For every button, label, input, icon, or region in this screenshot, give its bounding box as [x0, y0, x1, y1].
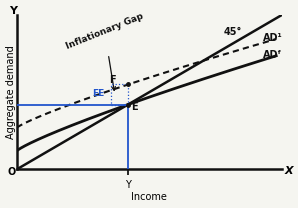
Y-axis label: Aggregate demand: Aggregate demand: [6, 45, 15, 139]
Text: AD¹: AD¹: [263, 33, 283, 43]
Text: O: O: [8, 167, 16, 177]
Text: X: X: [284, 166, 293, 176]
Text: Inflationary Gap: Inflationary Gap: [65, 12, 145, 90]
Text: ADᶠ: ADᶠ: [263, 50, 282, 60]
Text: F: F: [110, 75, 116, 85]
X-axis label: Income: Income: [131, 192, 167, 202]
Text: E: E: [131, 102, 138, 112]
Text: EE: EE: [92, 89, 105, 98]
Text: Y: Y: [9, 6, 17, 16]
Text: 45°: 45°: [223, 27, 242, 37]
